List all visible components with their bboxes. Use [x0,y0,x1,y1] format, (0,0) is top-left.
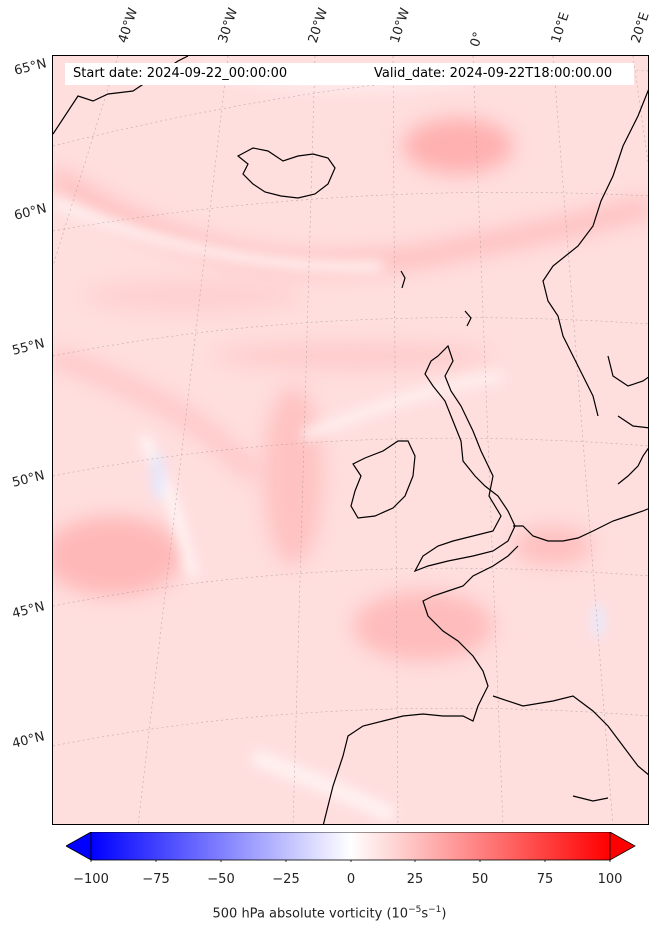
colorbar-tick-label: 75 [536,872,554,887]
lat-label-55n: 55°N [10,336,47,359]
lon-label-10e: 10°E [548,10,573,46]
valid-date-label: Valid_date: 2024-09-22T18:00:00.00 [374,66,613,81]
colorbar-tick-label: 0 [346,872,356,887]
lat-label-60n: 60°N [12,201,49,224]
lat-label-40n: 40°N [10,729,47,752]
coastlines [53,56,648,824]
vorticity-field-background [53,56,648,824]
vorticity-contours-positive [53,118,648,661]
map-panel [52,55,649,825]
colorbar-tick-label: −75 [142,872,170,887]
lon-label-20w: 20°W [305,6,332,45]
lon-label-0: 0° [467,30,487,49]
colorbar-extend-low [66,832,92,861]
lon-label-30w: 30°W [215,6,242,45]
vorticity-map [53,56,648,824]
graticule [53,56,648,824]
colorbar [66,832,636,862]
colorbar-tick-label: 50 [471,872,489,887]
lon-label-40w: 40°W [115,6,142,45]
start-date-label: Start date: 2024-09-22_00:00:00 [73,66,288,81]
lat-label-65n: 65°N [12,56,49,79]
colorbar-tick-label: −25 [272,872,300,887]
lon-label-10w: 10°W [387,6,414,45]
lat-label-45n: 45°N [10,599,47,622]
colorbar-tick-label: −50 [207,872,235,887]
lat-label-50n: 50°N [10,468,47,491]
colorbar-label: 500 hPa absolute vorticity (10−5s−1) [212,905,447,922]
header-bar [65,63,634,85]
colorbar-tick-label: 100 [597,872,623,887]
colorbar-tick-label: −100 [73,872,109,887]
colorbar-extend-high [609,832,636,861]
lon-label-20e: 20°E [628,10,653,46]
colorbar-gradient [90,832,611,861]
colorbar-tick-label: 25 [406,872,424,887]
